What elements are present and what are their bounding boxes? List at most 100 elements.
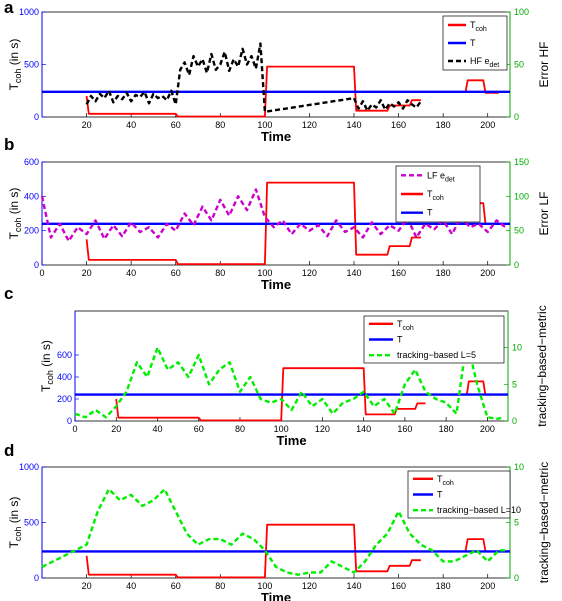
panel-a-xtick-label: 120 <box>302 120 317 130</box>
panel-c-legend-label-track: tracking−based L=5 <box>397 350 476 360</box>
panel-d-label: d <box>4 441 14 460</box>
panel-d-ytick-right-label: 0 <box>514 573 519 583</box>
panel-c-label: c <box>4 284 13 303</box>
panel-c-xtick-label: 160 <box>397 424 412 434</box>
panel-c-xtick-label: 20 <box>111 424 121 434</box>
panel-b-ytick-right-label: 50 <box>514 226 524 236</box>
panel-c-ytick-left-label: 200 <box>57 394 72 404</box>
panel-b-xtick-label: 0 <box>39 268 44 278</box>
panel-d-legend-label-tcoh: Tcoh <box>437 474 454 487</box>
panel-c-ylabel-left: Tcoh (in s) <box>39 340 55 392</box>
panel-b-xtick-label: 80 <box>215 268 225 278</box>
panel-d-ytick-right-label: 10 <box>514 462 524 472</box>
panel-a-xtick-label: 160 <box>391 120 406 130</box>
panel-c-series-track <box>74 339 505 420</box>
panel-c-xtick-label: 100 <box>274 424 289 434</box>
panel-d-ytick-left-label: 1000 <box>19 462 39 472</box>
panel-d-ytick-left-label: 0 <box>34 573 39 583</box>
panel-d-xtick-label: 80 <box>215 581 225 591</box>
panel-a-ylabel-left: Tcoh (in s) <box>7 39 23 91</box>
panel-c-ytick-right-label: 5 <box>512 379 517 389</box>
panel-c-xtick-label: 180 <box>439 424 454 434</box>
panel-a-ytick-right-label: 0 <box>514 112 519 122</box>
panel-d-xtick-label: 200 <box>480 581 495 591</box>
panel-a-label: a <box>4 0 14 17</box>
panel-d-xtick-label: 160 <box>391 581 406 591</box>
panel-a-ylabel-right: Error HF <box>537 42 551 88</box>
panel-b-ylabel-right: Error LF <box>537 191 551 235</box>
panel-a-ytick-left-label: 500 <box>24 60 39 70</box>
panel-c-ytick-right-label: 0 <box>512 416 517 426</box>
panel-d-xtick-label: 60 <box>171 581 181 591</box>
panel-b-xtick-label: 60 <box>171 268 181 278</box>
panel-a-xtick-label: 60 <box>171 120 181 130</box>
panel-c-xtick-label: 140 <box>356 424 371 434</box>
panel-c-xtick-label: 60 <box>194 424 204 434</box>
panel-b-legend: LF edet Tcoh T <box>395 165 481 223</box>
panel-a-ytick-right-label: 100 <box>514 7 529 17</box>
panel-b-ytick-left-label: 0 <box>34 260 39 270</box>
panel-c-xtick-label: 0 <box>72 424 77 434</box>
panel-a-xtick-label: 80 <box>215 120 225 130</box>
panel-b-xtick-label: 200 <box>480 268 495 278</box>
panel-b-ytick-right-label: 150 <box>514 157 529 167</box>
panel-b-label: b <box>4 135 14 154</box>
panel-c-xtick-label: 80 <box>235 424 245 434</box>
panel-b-xtick-label: 180 <box>436 268 451 278</box>
panel-c-xtick-label: 40 <box>152 424 162 434</box>
panel-a-legend-label-t: T <box>470 38 476 48</box>
panel-c-ytick-left-label: 0 <box>67 416 72 426</box>
panel-a-xtick-label: 40 <box>126 120 136 130</box>
panel-b-legend-label-t: T <box>427 208 433 218</box>
panel-b-ytick-left-label: 600 <box>24 157 39 167</box>
panel-b-ytick-left-label: 400 <box>24 191 39 201</box>
panel-c-ytick-left-label: 600 <box>57 350 72 360</box>
panel-a-series-hf <box>85 42 422 113</box>
panel-b: b 0 20 40 60 80 100 120 140 160 180 200 0 200 400 600 0 5… <box>4 135 551 292</box>
panel-b-legend-label-tcoh: Tcoh <box>427 189 444 202</box>
panel-c-ytick-left-label: 400 <box>57 372 72 382</box>
panel-d-xtick-label: 40 <box>126 581 136 591</box>
panel-d-ytick-left-label: 500 <box>24 518 39 528</box>
panel-a: a 20 40 60 80 100 120 140 160 180 200 0 500 1000 0 50 10… <box>4 0 551 144</box>
panel-d-xtick-label: 140 <box>346 581 361 591</box>
panel-b-xtick-label: 160 <box>391 268 406 278</box>
panel-a-ytick-left-label: 0 <box>34 112 39 122</box>
panel-d: d20 40 60 80 100 120 140 160 180 200050010000510T… <box>4 441 551 601</box>
panel-b-xtick-label: 120 <box>302 268 317 278</box>
panel-b-series-lf <box>40 188 507 243</box>
panel-c-ytick-right-label: 10 <box>512 343 522 353</box>
panel-a-legend-label-tcoh: Tcoh <box>470 20 487 33</box>
panel-b-xtick-label: 40 <box>126 268 136 278</box>
panel-a-legend: Tcoh T HF edet <box>442 15 508 71</box>
panel-d-legend-label-track: tracking−based L=10 <box>437 505 521 515</box>
panel-d-ytick-right-label: 5 <box>514 518 519 528</box>
panel-b-ytick-right-label: 100 <box>514 191 529 201</box>
panel-b-legend-label-lf: LF edet <box>427 170 455 183</box>
panel-c-xtick-label: 120 <box>315 424 330 434</box>
panel-b-xtick-label: 140 <box>346 268 361 278</box>
panel-b-xlabel: Time <box>261 277 291 292</box>
panel-a-xlabel: Time <box>261 129 291 144</box>
panel-d-ylabel-right: tracking−based−metric <box>537 462 551 583</box>
panel-d-xtick-label: 20 <box>82 581 92 591</box>
panel-d-xtick-label: 180 <box>436 581 451 591</box>
panel-a-ytick-right-label: 50 <box>514 60 524 70</box>
panel-c-ylabel-right: tracking−based−metric <box>535 305 549 426</box>
panel-c-xtick-label: 200 <box>480 424 495 434</box>
panel-c-xlabel: Time <box>276 433 306 448</box>
panel-b-xtick-label: 20 <box>82 268 92 278</box>
panel-a-legend-label-hf: HF edet <box>470 56 499 69</box>
panel-d-xtick-label: 120 <box>302 581 317 591</box>
panel-b-ytick-right-label: 0 <box>514 260 519 270</box>
panel-c: c 0 20 40 60 80 100 120 140 160 180 200 0 200 400 600 0 5… <box>4 284 549 448</box>
panel-d-xlabel: Time <box>261 590 291 601</box>
panel-d-xtick-label: 100 <box>257 581 272 591</box>
panel-b-ytick-left-label: 200 <box>24 226 39 236</box>
panel-d-legend-label-t: T <box>437 490 443 500</box>
panel-a-xtick-label: 100 <box>257 120 272 130</box>
panel-c-legend-label-t: T <box>397 335 403 345</box>
